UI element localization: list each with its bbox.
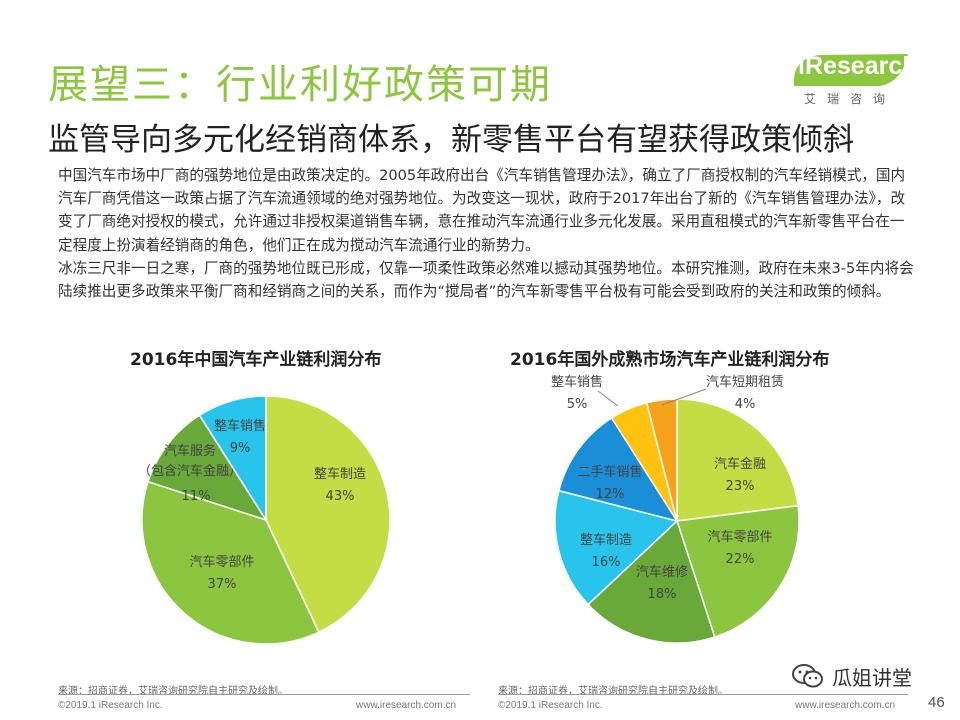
slice-label: 整车销售 <box>551 374 603 390</box>
slice-label: 汽车零部件 <box>707 529 772 545</box>
chart-2-title: 2016年国外成熟市场汽车产业链利润分布 <box>510 350 830 370</box>
pie-slice <box>147 414 268 522</box>
logo-sub-text: 艾瑞咨询 <box>804 92 897 106</box>
pie-chart-china: 整车制造 43% 汽车零部件 37% 汽车服务 （包含汽车金融） 11% 整车销售 9% <box>138 395 391 645</box>
copyright-right: ©2019.1 iResearch Inc. <box>498 700 603 711</box>
leader-line <box>661 388 707 406</box>
chart-1-title: 2016年中国汽车产业链利润分布 <box>130 350 382 370</box>
slice-label: 汽车服务 <box>164 443 216 459</box>
slice-label: 汽车零部件 <box>189 554 254 570</box>
pie-slice <box>265 395 391 634</box>
slice-label: 二手车销售 <box>577 464 642 480</box>
pie-slice <box>676 504 800 638</box>
slice-label: 汽车短期租赁 <box>706 374 784 390</box>
slice-label: （包含汽车金融） <box>138 463 242 479</box>
page-title: 展望三：行业利好政策可期 <box>48 62 552 108</box>
slice-label: 汽车维修 <box>636 564 688 580</box>
website-left: www.iresearch.com.cn <box>356 700 457 711</box>
slice-label: 汽车金融 <box>714 456 766 472</box>
pie-slice <box>645 398 678 522</box>
copyright-left: ©2019.1 iResearch Inc. <box>58 700 163 711</box>
slice-value-label: 4% <box>735 397 756 412</box>
pie-chart-foreign: 汽车金融 23% 汽车零部件 22% 汽车维修 18% 整车制造 16% 二手车销售 12% 整车销… <box>551 374 800 644</box>
slice-value-label: 22% <box>726 552 755 567</box>
pie-slice <box>557 416 679 523</box>
pie-slice <box>587 519 716 644</box>
body-text: 中国汽车市场中厂商的强势地位是由政策决定的。2005年政府出台《汽车销售管理办法… <box>58 164 918 303</box>
slice-value-label: 43% <box>326 489 355 504</box>
slice-value-label: 12% <box>596 487 625 502</box>
pie-slice <box>554 489 679 606</box>
body-paragraph-2: 冰冻三尺非一日之寒，厂商的强势地位既已形成，仅靠一项柔性政策必然难以撼动其强势地… <box>58 259 914 301</box>
slice-value-label: 5% <box>567 397 588 412</box>
wechat-icon <box>792 664 823 688</box>
pie-slice <box>676 398 799 522</box>
slice-value-label: 18% <box>648 587 677 602</box>
slice-label: 整车制造 <box>580 532 632 548</box>
slice-label: 整车销售 <box>214 418 266 434</box>
slice-value-label: 11% <box>182 489 211 504</box>
slice-value-label: 37% <box>208 577 237 592</box>
body-paragraph-1: 中国汽车市场中厂商的强势地位是由政策决定的。2005年政府出台《汽车销售管理办法… <box>58 167 906 254</box>
page-number: 46 <box>928 694 945 711</box>
footer-rule-left <box>58 694 470 695</box>
logo-brand-text: iResearch <box>798 52 918 80</box>
pie-slice <box>198 395 267 523</box>
iresearch-logo: iResearch 艾瑞咨询 <box>790 52 920 114</box>
source-note-right: 来源：招商证券，艾瑞咨询研究院自主研究及绘制。 <box>498 686 728 697</box>
logo-badge-shape <box>793 54 908 86</box>
pie-slice <box>141 480 320 645</box>
slice-label: 整车制造 <box>314 466 366 482</box>
leader-line <box>597 390 619 407</box>
page-subtitle: 监管导向多元化经销商体系，新零售平台有望获得政策倾斜 <box>48 122 854 158</box>
slice-value-label: 16% <box>592 555 621 570</box>
footer-rule-right <box>498 694 908 695</box>
watermark-text: 瓜姐讲堂 <box>832 666 912 690</box>
slice-value-label: 23% <box>726 479 755 494</box>
source-note-left: 来源：招商证券，艾瑞咨询研究院自主研究及绘制。 <box>58 686 288 697</box>
website-right: www.iresearch.com.cn <box>795 700 896 711</box>
slice-value-label: 9% <box>230 441 251 456</box>
wechat-watermark: 瓜姐讲堂 <box>790 662 940 692</box>
